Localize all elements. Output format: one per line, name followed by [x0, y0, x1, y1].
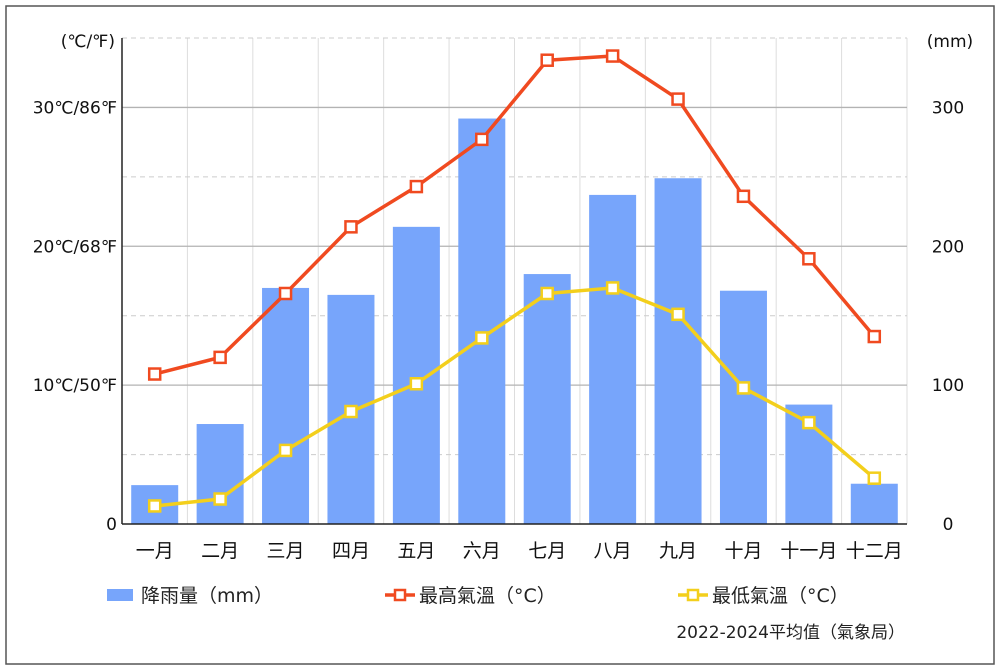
rainfall-bar [654, 178, 702, 524]
axis-labels: 一月 二月 三月 四月 五月 六月 七月 八月 九月 十月 十一月 十二月 0 10℃/50℉ 20℃/68… [33, 32, 973, 562]
min-temp-point [278, 443, 293, 458]
min-temp-point [802, 415, 816, 430]
rainfall-bar [196, 424, 244, 524]
max-temp-point [475, 132, 489, 147]
rainfall-bars [131, 118, 898, 525]
right-tick-label: 100 [932, 376, 964, 396]
x-tick-label: 九月 [659, 540, 697, 562]
legend-label: 降雨量（mm） [141, 585, 273, 607]
rainfall-bar [523, 274, 571, 524]
min-temp-line [154, 286, 876, 508]
max-temp-line [154, 54, 876, 376]
min-temp-point [671, 307, 685, 322]
legend-swatch-marker [686, 588, 700, 602]
x-tick-label: 七月 [528, 540, 566, 562]
right-tick-label: 200 [932, 237, 964, 257]
max-temp-point [540, 53, 554, 67]
right-tick-label: 0 [943, 515, 954, 535]
max-temp-point [802, 252, 816, 266]
temperature-lines [147, 49, 882, 513]
rainfall-bar [262, 287, 310, 524]
min-temp-point [736, 381, 751, 395]
min-temp-point [344, 404, 358, 419]
max-temp-point [736, 189, 751, 204]
x-tick-label: 五月 [397, 540, 435, 562]
min-temp-point [867, 471, 882, 485]
x-tick-label: 四月 [332, 540, 370, 562]
max-temp-point [278, 286, 293, 301]
axes [121, 38, 907, 525]
rainfall-bar [392, 226, 440, 525]
grid-lines [122, 37, 908, 524]
source-note: 2022-2024平均值（氣象局） [676, 623, 905, 643]
max-temp-point [867, 329, 882, 344]
left-axis-unit: (℃/℉) [61, 32, 115, 52]
left-tick-label: 0 [106, 515, 117, 535]
max-temp-point [605, 49, 620, 63]
x-tick-label: 一月 [136, 540, 174, 562]
left-tick-label: 10℃/50℉ [33, 376, 117, 396]
x-tick-label: 八月 [594, 540, 632, 562]
legend: 降雨量（mm） 最高氣溫（°C） 最低氣溫（°C） [107, 585, 849, 607]
legend-swatch-rainfall [107, 589, 133, 601]
max-temp-point [671, 92, 685, 106]
min-temp-point [540, 286, 554, 301]
x-tick-label: 十一月 [780, 540, 837, 562]
rainfall-bar [719, 290, 767, 524]
max-temp-point [147, 367, 162, 381]
right-axis-unit: (mm) [927, 32, 973, 52]
left-tick-label: 30℃/86℉ [33, 98, 117, 118]
x-tick-label: 十月 [724, 540, 762, 562]
legend-label: 最高氣溫（°C） [419, 585, 556, 607]
rainfall-bar [589, 194, 637, 524]
legend-swatch-marker [393, 588, 407, 602]
rainfall-bar [458, 118, 506, 524]
legend-label: 最低氣溫（°C） [712, 585, 849, 607]
rainfall-bar [850, 483, 898, 524]
max-temp-point [409, 179, 424, 194]
x-tick-label: 三月 [267, 540, 305, 562]
max-temp-point [344, 220, 358, 234]
min-temp-point [213, 492, 227, 506]
min-temp-point [409, 377, 424, 391]
min-temp-point [147, 499, 162, 513]
min-temp-point [605, 281, 620, 295]
left-tick-label: 20℃/68℉ [33, 237, 117, 257]
max-temp-point [213, 350, 227, 365]
x-tick-label: 十二月 [846, 540, 903, 562]
right-tick-label: 300 [932, 98, 964, 118]
min-temp-point [475, 331, 489, 345]
x-tick-label: 二月 [201, 540, 239, 562]
x-tick-label: 六月 [463, 540, 501, 562]
